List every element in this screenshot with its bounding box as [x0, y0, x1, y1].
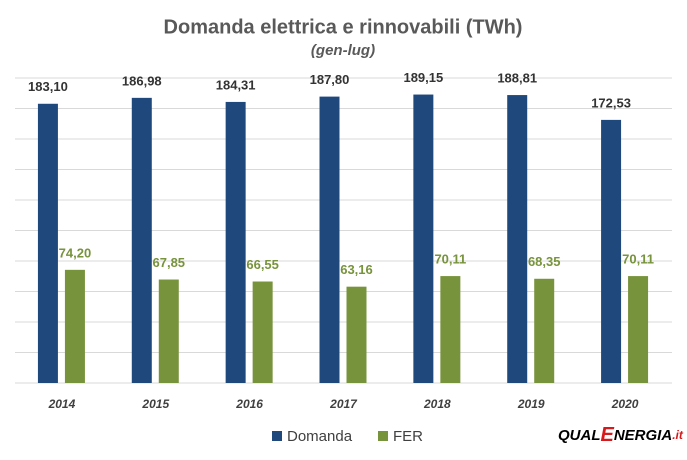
bar [534, 278, 555, 383]
data-label: 70,11 [434, 252, 466, 267]
chart-title: Domanda elettrica e rinnovabili (TWh) [164, 16, 523, 38]
x-tick-label: 2018 [423, 397, 451, 411]
bar [346, 286, 367, 383]
logo: QUALENERGIA.it [558, 424, 684, 446]
data-label: 68,35 [528, 254, 561, 269]
bar [158, 279, 179, 383]
data-label: 67,85 [153, 255, 186, 270]
bar [628, 276, 649, 383]
x-tick-label: 2015 [141, 397, 169, 411]
legend-swatch [378, 431, 388, 441]
bar [252, 281, 273, 383]
data-label: 63,16 [340, 262, 373, 277]
data-label: 70,11 [622, 252, 654, 267]
x-tick-label: 2019 [517, 397, 545, 411]
bar [131, 97, 152, 383]
logo-part: .it [672, 428, 684, 442]
legend-swatch [272, 431, 282, 441]
data-label: 187,80 [310, 72, 350, 87]
logo-part: NERGIA [614, 427, 672, 444]
data-label: 74,20 [59, 245, 92, 260]
logo-part: E [601, 424, 615, 446]
bar [64, 269, 85, 383]
data-label: 186,98 [122, 73, 162, 88]
data-label: 188,81 [497, 71, 537, 86]
x-tick-label: 2020 [611, 397, 639, 411]
bar [225, 101, 246, 384]
bar [37, 103, 58, 384]
bar [440, 276, 461, 383]
data-label: 189,15 [403, 70, 443, 85]
bar [319, 96, 340, 383]
logo-part: QUAL [558, 427, 601, 444]
data-label: 66,55 [246, 257, 279, 272]
x-tick-label: 2017 [329, 397, 358, 411]
data-label: 172,53 [591, 95, 631, 110]
bar [413, 94, 434, 383]
data-label: 184,31 [216, 77, 256, 92]
bar [507, 95, 528, 383]
bar [601, 119, 622, 383]
legend-label: Domanda [287, 428, 353, 445]
chart-subtitle: (gen-lug) [311, 42, 375, 59]
x-tick-label: 2014 [48, 397, 76, 411]
x-tick-label: 2016 [235, 397, 263, 411]
data-label: 183,10 [28, 79, 68, 94]
legend-label: FER [393, 428, 423, 445]
